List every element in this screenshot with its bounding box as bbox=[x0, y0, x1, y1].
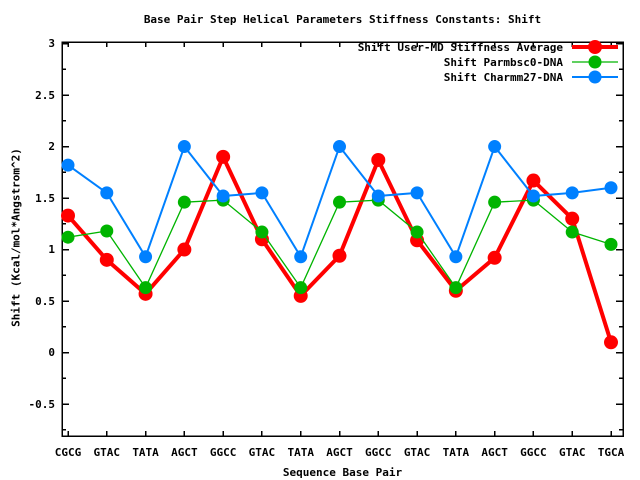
x-tick-label: GGCC bbox=[209, 446, 237, 459]
data-point-marker bbox=[332, 248, 347, 263]
y-tick-label: 3 bbox=[48, 37, 55, 51]
data-point-marker bbox=[449, 281, 463, 295]
chart-title: Base Pair Step Helical Parameters Stiffn… bbox=[143, 13, 542, 26]
legend-marker bbox=[588, 55, 602, 69]
x-tick-label: AGCT bbox=[481, 446, 508, 459]
data-point-marker bbox=[216, 189, 230, 203]
legend-label: Shift Charmm27-DNA bbox=[443, 70, 563, 84]
x-tick-label: GGCC bbox=[365, 446, 392, 459]
data-point-marker bbox=[488, 140, 502, 154]
data-point-marker bbox=[333, 195, 346, 209]
data-point-marker bbox=[410, 186, 424, 200]
plot-border bbox=[61, 41, 624, 437]
x-tick-label: GTAC bbox=[248, 446, 276, 459]
data-point-marker bbox=[565, 211, 580, 226]
legend-marker bbox=[588, 70, 602, 84]
data-point-marker bbox=[526, 173, 541, 188]
x-tick-label: AGCT bbox=[326, 446, 353, 459]
data-point-marker bbox=[604, 237, 618, 251]
data-point-marker bbox=[61, 208, 75, 223]
x-tick-label: GTAC bbox=[558, 446, 586, 459]
data-point-marker bbox=[410, 225, 424, 239]
y-tick-label: 2.5 bbox=[35, 88, 55, 102]
data-point-marker bbox=[61, 158, 75, 172]
data-point-marker bbox=[255, 186, 269, 200]
data-point-marker bbox=[255, 225, 269, 239]
y-tick-label: 0.5 bbox=[35, 294, 55, 308]
x-tick-label: CGCG bbox=[54, 446, 82, 459]
data-point-marker bbox=[294, 281, 308, 295]
x-tick-label: GTAC bbox=[93, 446, 121, 459]
x-axis-title: Sequence Base Pair bbox=[282, 466, 403, 479]
y-tick-label: -0.5 bbox=[28, 397, 56, 411]
data-point-marker bbox=[371, 189, 385, 203]
data-point-marker bbox=[565, 225, 579, 239]
y-tick-label: 1.5 bbox=[35, 191, 55, 205]
data-point-marker bbox=[294, 250, 308, 264]
data-point-marker bbox=[604, 335, 618, 350]
y-tick-label: 1 bbox=[48, 243, 55, 257]
legend-label: Shift Parmbsc0-DNA bbox=[443, 55, 563, 69]
legend-label: Shift User-MD Stiffness Average bbox=[357, 40, 563, 54]
data-point-marker bbox=[177, 195, 191, 209]
data-point-marker bbox=[100, 186, 114, 200]
data-point-marker bbox=[139, 281, 153, 295]
data-point-marker bbox=[488, 195, 502, 209]
data-point-marker bbox=[526, 189, 540, 203]
x-tick-label: TATA bbox=[132, 446, 159, 459]
data-point-marker bbox=[99, 252, 114, 267]
x-tick-label: TATA bbox=[287, 446, 314, 459]
data-point-marker bbox=[139, 250, 153, 264]
data-point-marker bbox=[333, 140, 346, 154]
data-point-marker bbox=[100, 224, 114, 238]
data-point-marker bbox=[61, 230, 75, 244]
data-point-marker bbox=[371, 152, 386, 167]
legend-marker bbox=[588, 40, 602, 54]
y-tick-label: 0 bbox=[48, 346, 55, 360]
data-point-marker bbox=[216, 149, 231, 164]
x-tick-label: GGCC bbox=[520, 446, 547, 459]
x-tick-label: AGCT bbox=[171, 446, 198, 459]
x-tick-label: TATA bbox=[442, 446, 470, 459]
data-point-marker bbox=[487, 250, 502, 265]
data-point-marker bbox=[177, 140, 191, 154]
data-point-marker bbox=[177, 242, 192, 257]
x-tick-label: TGCA bbox=[597, 446, 625, 459]
data-point-marker bbox=[565, 186, 579, 200]
x-tick-label: GTAC bbox=[403, 446, 431, 459]
data-point-marker bbox=[449, 250, 463, 264]
y-tick-label: 2 bbox=[48, 140, 55, 154]
data-point-marker bbox=[604, 181, 618, 195]
